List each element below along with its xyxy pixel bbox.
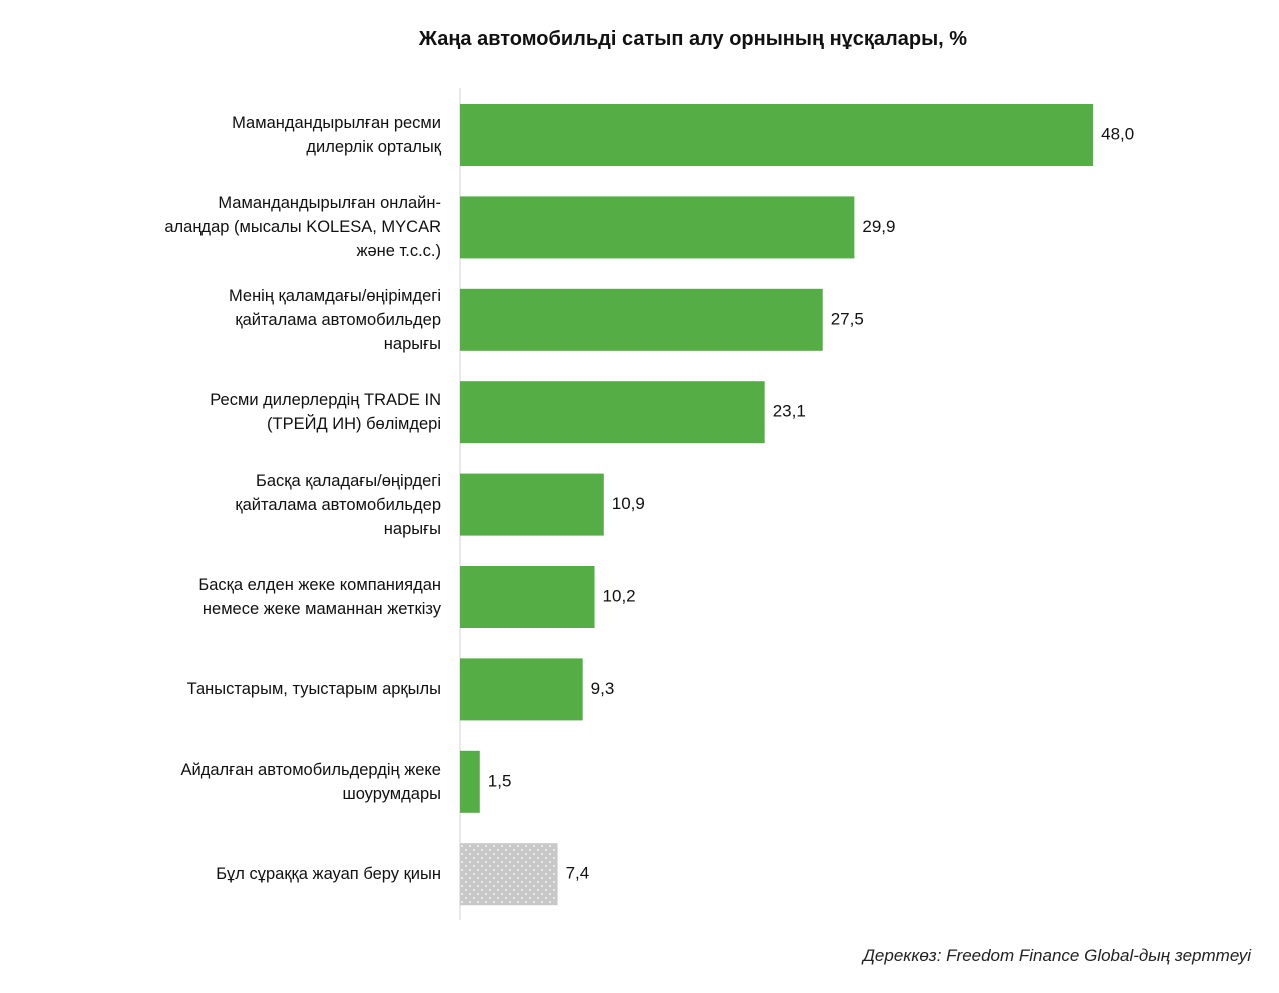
value-label: 10,9 bbox=[612, 494, 645, 513]
bar-pattern bbox=[460, 843, 558, 906]
category-label: Басқа қаладағы/өңірдегі қайталама автомо… bbox=[235, 471, 441, 538]
bar bbox=[460, 750, 480, 813]
value-label: 29,9 bbox=[862, 217, 895, 236]
chart-title: Жаңа автомобильді сатып алу орнының нұсқ… bbox=[418, 28, 968, 50]
bar bbox=[460, 288, 823, 351]
bar bbox=[460, 566, 595, 628]
value-label: 23,1 bbox=[773, 402, 806, 421]
bar bbox=[460, 658, 583, 721]
category-label: Мамандандырылған ресми дилерлік орталық bbox=[232, 114, 441, 156]
value-label: 10,2 bbox=[603, 586, 636, 605]
value-label: 9,3 bbox=[591, 679, 615, 698]
category-label: Мамандандырылған онлайн- алаңдар (мысалы… bbox=[164, 194, 441, 261]
bar bbox=[460, 196, 855, 259]
value-label: 7,4 bbox=[566, 864, 590, 883]
category-label: Таныстарым, туыстарым арқылы bbox=[186, 680, 441, 699]
value-label: 1,5 bbox=[488, 771, 512, 790]
bar bbox=[460, 381, 765, 444]
source-note: Дереккөз: Freedom Finance Global-дың зер… bbox=[862, 946, 1251, 965]
value-label: 48,0 bbox=[1101, 124, 1134, 143]
category-label: Бұл сұраққа жауап беру қиын bbox=[216, 865, 441, 884]
category-label: Айдалған автомобильдердің жеке шоурумдар… bbox=[180, 760, 441, 803]
bar bbox=[460, 473, 604, 536]
value-label: 27,5 bbox=[831, 309, 864, 328]
category-label: Ресми дилерлердің TRADE IN (ТРЕЙД ИН) бө… bbox=[210, 391, 441, 434]
category-label: Басқа елден жеке компаниядан немесе жеке… bbox=[198, 576, 441, 618]
bar bbox=[460, 104, 1094, 166]
category-label: Менің қаламдағы/өңірімдегі қайталама авт… bbox=[228, 286, 441, 353]
